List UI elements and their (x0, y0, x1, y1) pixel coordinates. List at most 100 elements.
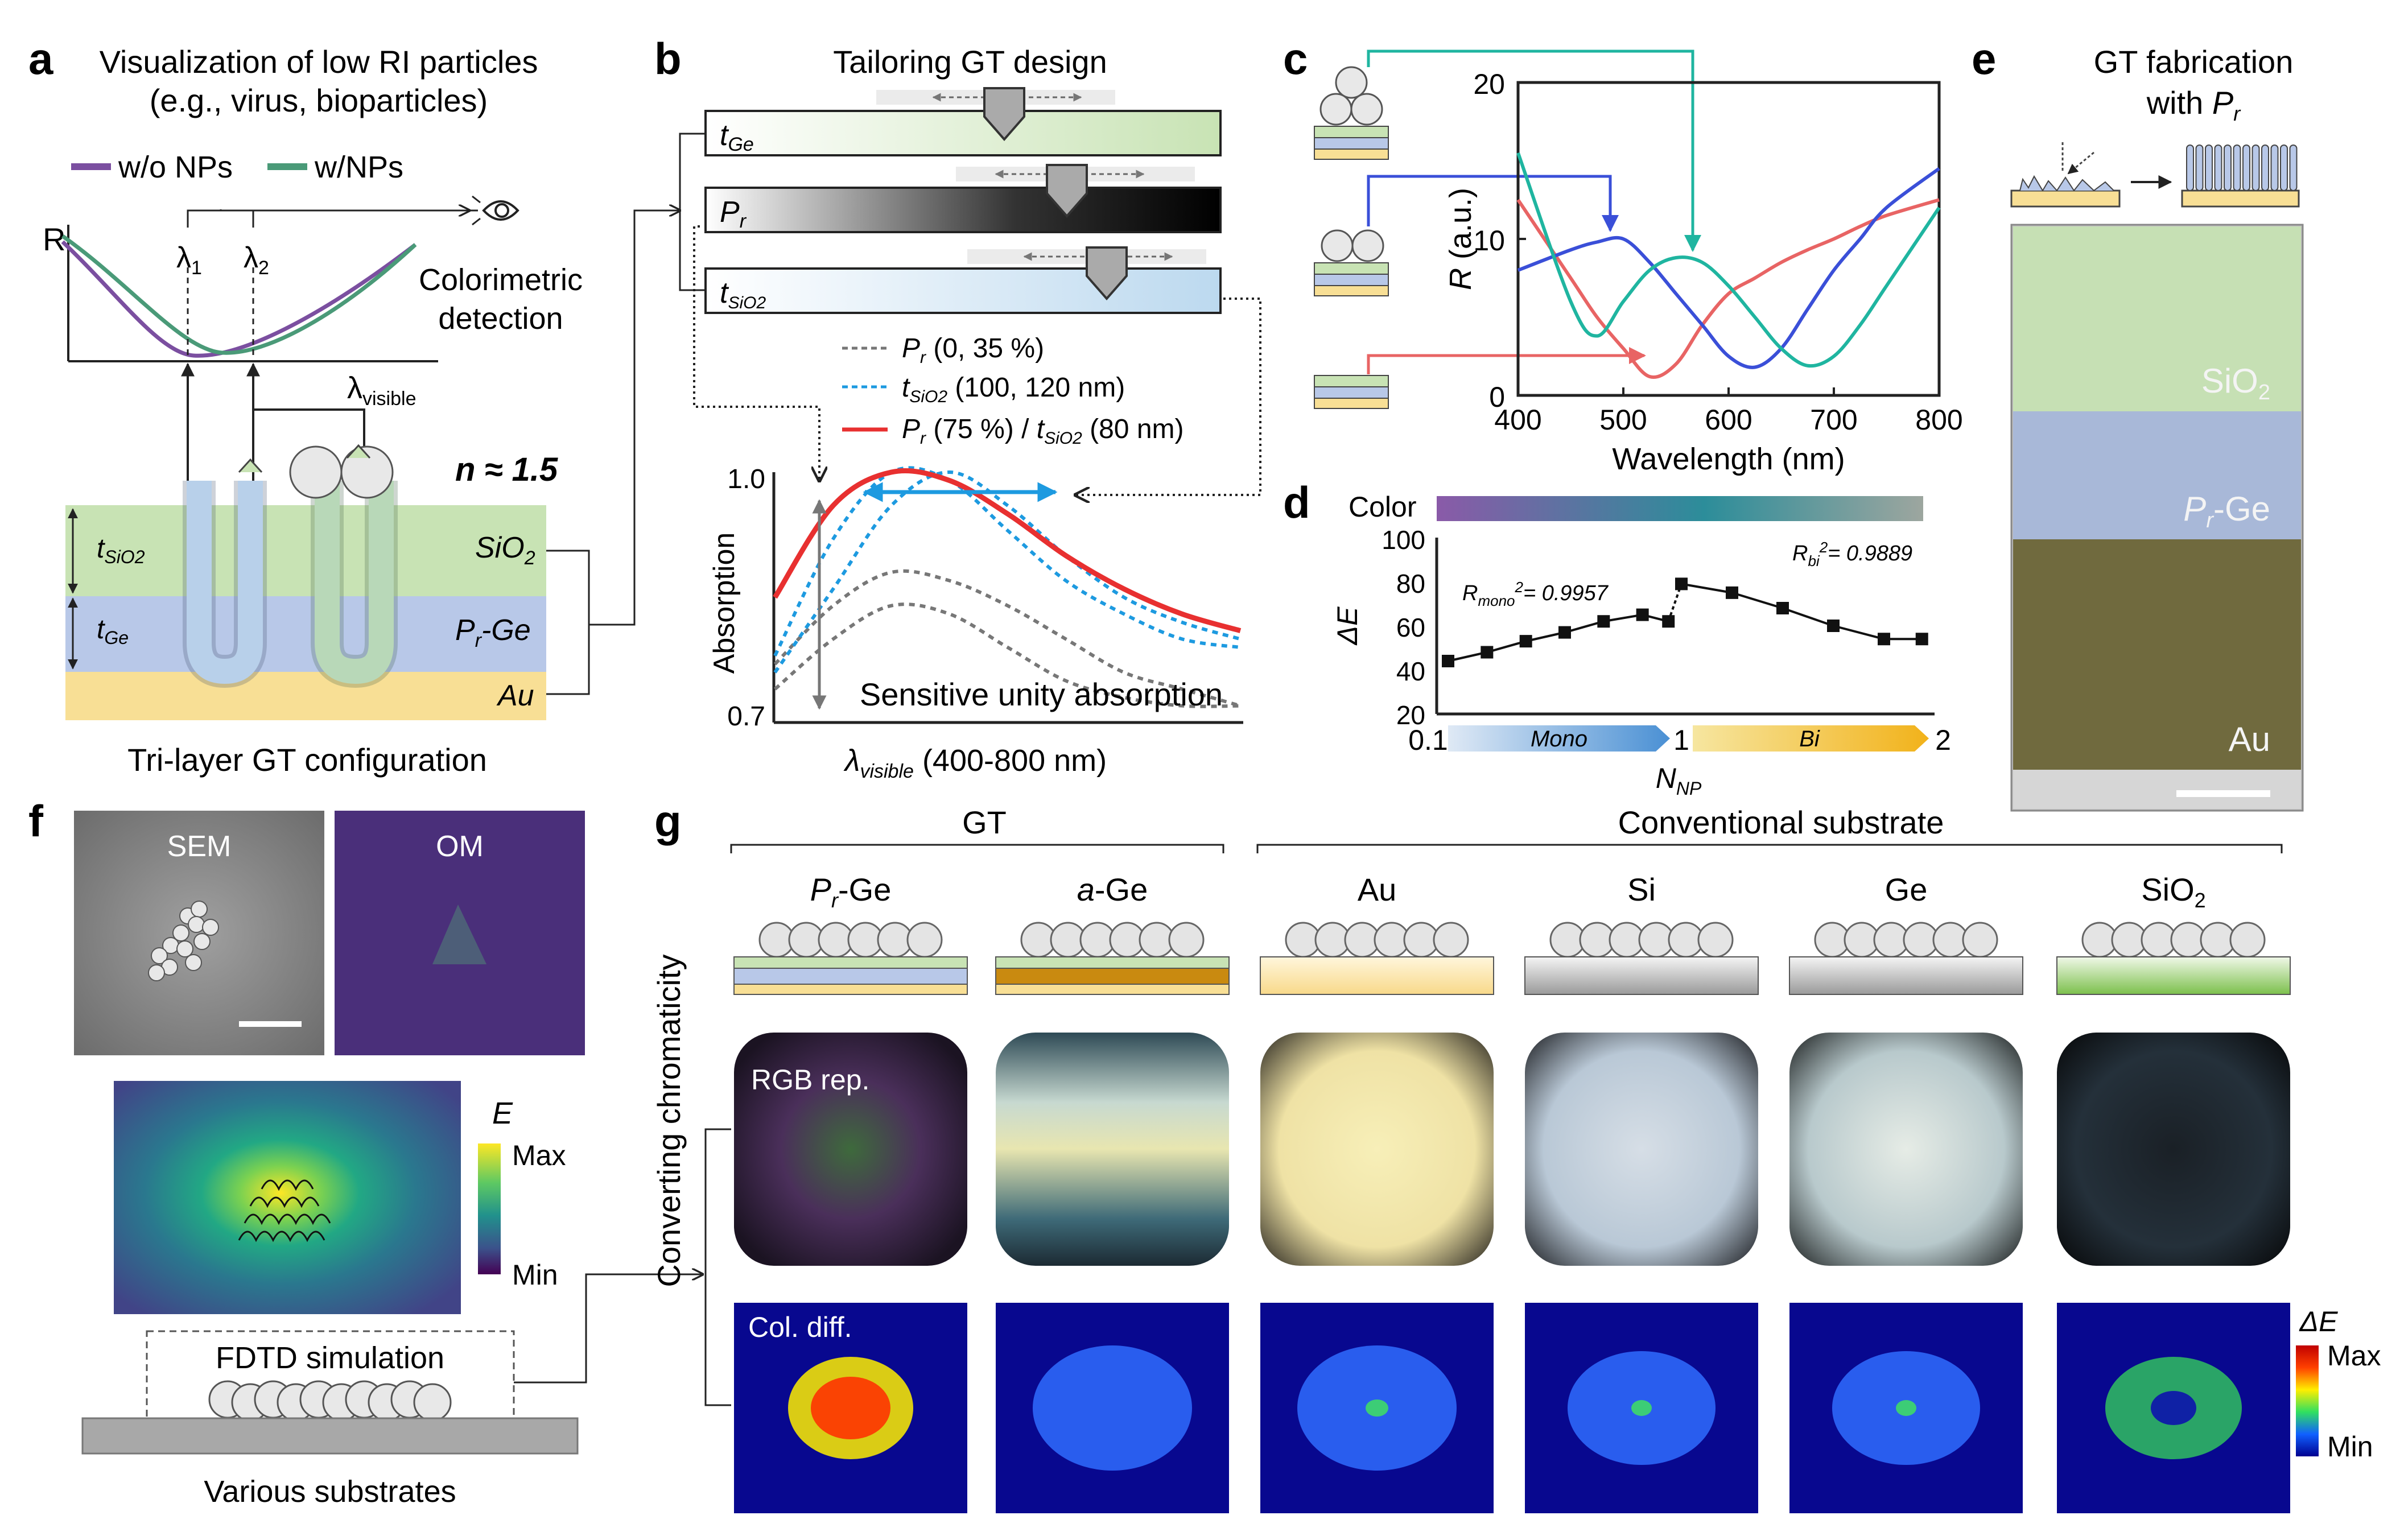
reflectance-curve-wo-nps (61, 240, 417, 358)
panel-a-axis-r: R (43, 221, 65, 257)
substrate-nanoparticle (2229, 922, 2266, 958)
slider-t-sio2 (967, 246, 1206, 301)
color-diff-hotspot (1896, 1400, 1916, 1416)
field-colorbar (478, 1143, 501, 1274)
panel-a-title-2: (e.g., virus, bioparticles) (150, 82, 488, 118)
delta-e-point (1442, 655, 1454, 667)
rgb-rep-image (1789, 1033, 2023, 1266)
substrate-nanoparticle (1168, 922, 1205, 958)
r-bi: Rbi2= 0.9889 (1792, 539, 1912, 569)
om-particle (432, 905, 486, 964)
panel-d-ytick: 20 (1396, 700, 1425, 730)
mono-arrow (1448, 725, 1670, 752)
panel-a-title-1: Visualization of low RI particles (100, 44, 538, 80)
delta-e-point (1558, 626, 1571, 639)
substrate-nanoparticle (1697, 922, 1734, 958)
lambda1-label: λ1 (176, 241, 202, 279)
refractive-index: n ≈ 1.5 (455, 451, 558, 488)
panel-d-x-label: NNP (1656, 762, 1702, 799)
detection-line-2: detection (438, 302, 563, 336)
panel-e-title-2: with Pr (2146, 85, 2242, 125)
om-label: OM (436, 830, 484, 863)
substrate-layer (1524, 956, 1759, 995)
mono-label: Mono (1531, 726, 1587, 752)
panel-e-letter: e (1972, 34, 1996, 84)
delta-e-point (1827, 620, 1840, 632)
delta-e-point (1878, 633, 1890, 646)
nanorod (2242, 144, 2250, 191)
coldiff-colorbar-title: ΔE (2299, 1306, 2339, 1337)
panel-c-y-label: R (a.u.) (1444, 188, 1478, 290)
panel-b: b Tailoring GT design tGe Pr tSiO2 Pr (0… (654, 34, 1261, 782)
coldiff-colorbar-min: Min (2327, 1431, 2373, 1463)
nanorod (2233, 144, 2241, 191)
lambda-bracket (187, 209, 254, 228)
nanoparticle (289, 445, 343, 499)
stack-2nps (1314, 229, 1389, 296)
panel-b-x-label: λvisible (400-800 nm) (843, 744, 1107, 782)
pointer-bare (1367, 347, 1646, 374)
t-ge-label: tGe (97, 614, 129, 648)
panel-c-xtick: 800 (1915, 404, 1962, 436)
nanorod (2280, 144, 2288, 191)
sem-layer-au (2013, 539, 2301, 770)
substrate-layer (995, 956, 1230, 969)
substrate-layer (733, 984, 968, 995)
slider-t-ge (876, 87, 1115, 142)
panel-b-y-label: Absorption (708, 532, 741, 674)
bar-pr (704, 187, 1222, 233)
substrate-slab (81, 1417, 579, 1455)
group-gt: GT (962, 804, 1007, 840)
stack-3nps (1314, 66, 1389, 160)
light-path-2 (315, 481, 394, 684)
substrate-label: SiO2 (2141, 872, 2205, 912)
substrate-layer (733, 968, 968, 985)
panel-d-y-label: ΔE (1331, 606, 1363, 646)
label-prge: Pr-Ge (455, 614, 531, 651)
sem-label: SEM (167, 830, 232, 863)
nanorod (2251, 144, 2260, 191)
coldiff-colorbar (2296, 1345, 2319, 1456)
row-label-coldiff: Col. diff. (748, 1311, 852, 1343)
delta-e-point (1481, 646, 1494, 659)
substrate-layer (1260, 956, 1494, 995)
field-colorbar-title: E (492, 1096, 513, 1130)
delta-e-point (1776, 602, 1789, 614)
panel-c: c 0 10 20 400 500 (1283, 34, 1963, 476)
bar-pr-label: Pr (720, 196, 747, 232)
layer-sio2 (65, 505, 546, 596)
reflectance-series-gt (1516, 198, 1940, 379)
sem-label-prge: Pr-Ge (2183, 490, 2270, 532)
layer-prge (65, 596, 546, 672)
panel-f: f SEM OM E Max Min FDTD simulation (28, 796, 703, 1509)
nanorod-array (2186, 144, 2298, 191)
rgb-rep-image (1525, 1033, 1758, 1266)
light-path-1 (187, 481, 263, 684)
color-diff-hotspot (1631, 1400, 1652, 1416)
sem-layer-prge (2013, 411, 2301, 539)
side-label: Converting chromaticity (651, 954, 687, 1287)
panel-b-letter: b (654, 34, 682, 84)
panel-c-xtick: 700 (1810, 404, 1857, 436)
panel-b-annotation: Sensitive unity absorption (860, 676, 1223, 712)
nanorod (2270, 144, 2279, 191)
t-sio2-label: tSiO2 (97, 534, 145, 567)
absorption-series-1 (774, 602, 1241, 708)
panel-c-xtick: 500 (1599, 404, 1647, 436)
group-conventional: Conventional substrate (1618, 804, 1944, 840)
panel-c-axes (1516, 81, 1941, 397)
substrate-layer (2056, 956, 2291, 995)
substrate-layer (733, 956, 968, 969)
nanorod (2205, 144, 2213, 191)
fabrication-schematic (2010, 142, 2300, 208)
panel-c-xtick: 400 (1494, 404, 1541, 436)
bi-arrow (1693, 725, 1929, 752)
panel-d-ytick: 40 (1396, 657, 1425, 686)
sem-label-au: Au (2229, 720, 2270, 758)
delta-e-point (1915, 633, 1928, 646)
nanorod (2214, 144, 2222, 191)
panel-d-xtick: 2 (1935, 724, 1951, 756)
stack-bare (1314, 375, 1389, 409)
eye-icon (469, 195, 519, 226)
